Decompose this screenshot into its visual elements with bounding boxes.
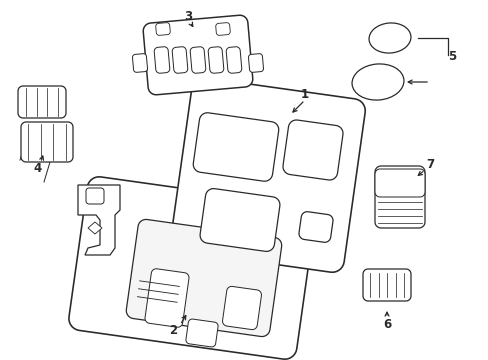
Ellipse shape: [368, 23, 410, 53]
Text: 7: 7: [425, 158, 433, 171]
Text: 6: 6: [382, 319, 390, 332]
Polygon shape: [283, 120, 342, 180]
Polygon shape: [172, 47, 187, 73]
Polygon shape: [193, 113, 278, 181]
Text: 3: 3: [183, 10, 192, 23]
Polygon shape: [374, 169, 424, 197]
Polygon shape: [170, 78, 365, 272]
Polygon shape: [69, 177, 314, 359]
Text: 5: 5: [447, 50, 455, 63]
Polygon shape: [374, 166, 424, 228]
Polygon shape: [298, 212, 332, 242]
Polygon shape: [156, 23, 170, 35]
Polygon shape: [18, 86, 66, 118]
Polygon shape: [200, 189, 279, 251]
Text: 1: 1: [300, 89, 308, 102]
Polygon shape: [208, 47, 224, 73]
Polygon shape: [126, 220, 281, 337]
Polygon shape: [362, 269, 410, 301]
Polygon shape: [190, 47, 205, 73]
Polygon shape: [222, 287, 261, 329]
Text: 2: 2: [168, 324, 177, 337]
Polygon shape: [226, 47, 241, 73]
Polygon shape: [248, 54, 263, 72]
Polygon shape: [78, 185, 120, 255]
Polygon shape: [88, 222, 102, 234]
Polygon shape: [86, 188, 104, 204]
Text: 4: 4: [34, 162, 42, 175]
Polygon shape: [21, 122, 73, 162]
Polygon shape: [185, 319, 218, 347]
Polygon shape: [154, 47, 169, 73]
Polygon shape: [143, 15, 252, 95]
Polygon shape: [132, 54, 147, 72]
Polygon shape: [215, 23, 230, 35]
Ellipse shape: [351, 64, 403, 100]
Polygon shape: [145, 269, 188, 327]
